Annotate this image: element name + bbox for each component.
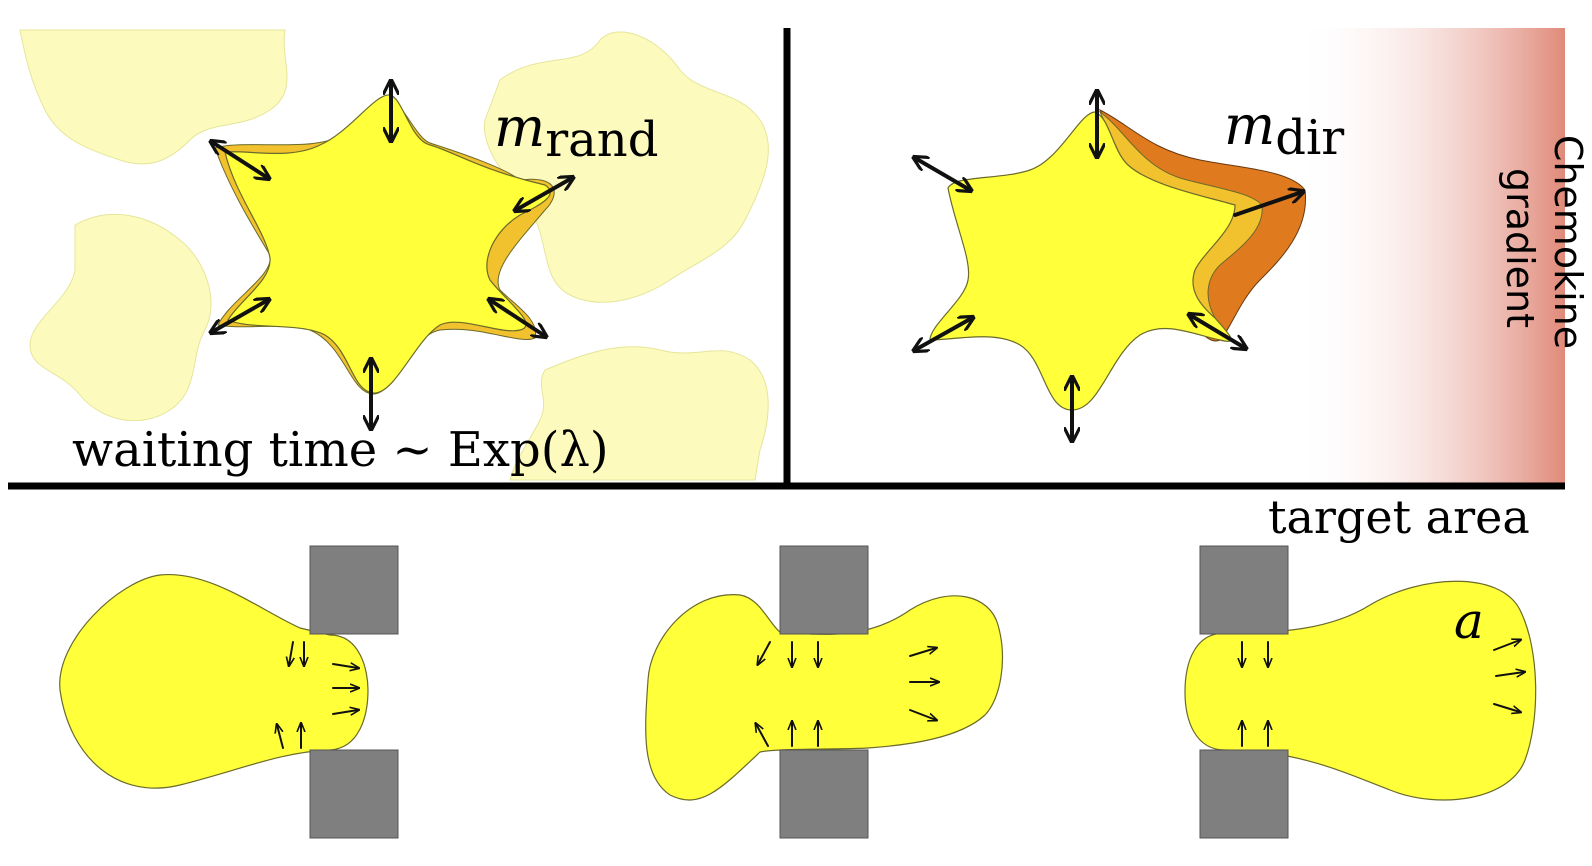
obstacle-top (779, 545, 869, 635)
obstacle-bottom (1199, 749, 1289, 839)
waiting-time-label: waiting time ~ Exp(λ) (72, 422, 609, 478)
double-arrow-icon (490, 300, 545, 336)
arrow-icon (1495, 672, 1524, 676)
cell-label-a: a (1454, 592, 1484, 650)
background-cells (19, 29, 769, 481)
double-arrow-icon (516, 178, 572, 210)
constriction-stage-1 (59, 545, 399, 839)
arrow-icon (909, 648, 936, 657)
m-rand-label: mrand (494, 96, 658, 168)
obstacle-bottom (309, 749, 399, 839)
obstacle-top (309, 545, 399, 635)
arrow-icon (289, 641, 293, 665)
stage-3-cell (1184, 580, 1537, 801)
directed-protrusion-arrows (915, 92, 1302, 440)
obstacle-bottom (779, 749, 869, 839)
constriction-stage-3: a (1184, 545, 1537, 839)
double-arrow-icon (1190, 315, 1245, 348)
directed-cell (929, 108, 1307, 411)
double-arrow-icon (915, 318, 972, 350)
random-motility-panel: mrand waiting time ~ Exp(λ) (19, 29, 769, 481)
double-arrow-icon (212, 300, 268, 332)
random-cell (214, 94, 555, 395)
chemokine-gradient (1295, 28, 1565, 483)
arrow-icon (332, 664, 358, 668)
random-protrusion-arrows (212, 82, 572, 428)
double-arrow-icon (212, 142, 268, 178)
target-area-label: target area (1268, 490, 1530, 544)
chemokine-gradient-label: Chemokine gradient (1498, 135, 1590, 361)
double-arrow-icon (915, 158, 970, 190)
obstacle-top (1199, 545, 1289, 635)
arrow-icon (332, 710, 358, 714)
stage-2-cell (645, 594, 1004, 801)
directed-motility-panel: Chemokine gradient mdir (915, 28, 1590, 483)
constriction-panel: target area (59, 490, 1537, 839)
arrow-icon (758, 641, 771, 664)
arrow-icon (756, 724, 769, 747)
directed-cell-body (929, 111, 1236, 411)
arrow-icon (909, 709, 936, 720)
arrow-icon (1493, 640, 1520, 651)
arrow-icon (277, 725, 284, 749)
arrow-icon (1233, 192, 1302, 217)
stage-1-cell (59, 574, 369, 789)
arrow-icon (1493, 703, 1520, 712)
constriction-stage-2 (645, 545, 1004, 839)
m-dir-label: mdir (1224, 94, 1344, 166)
